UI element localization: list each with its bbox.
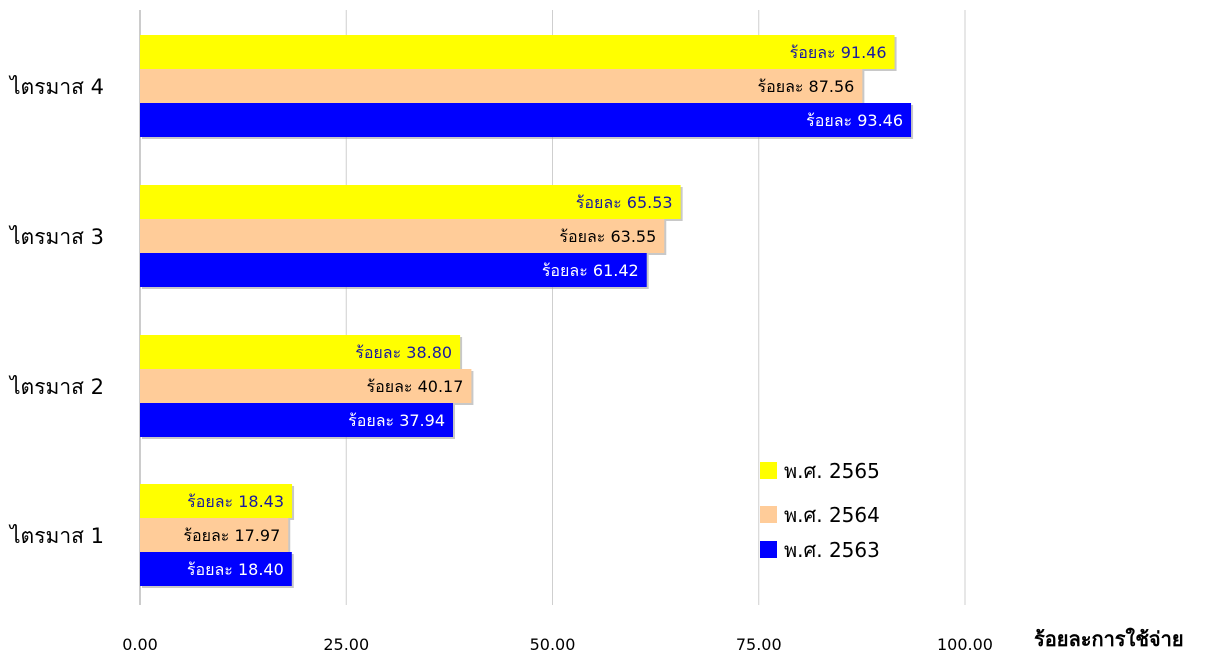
data-label: ร้อยละ 93.46 xyxy=(806,111,903,130)
data-label: ร้อยละ 65.53 xyxy=(576,193,673,212)
bar xyxy=(140,253,647,287)
bar xyxy=(140,369,472,403)
legend-label: พ.ศ. 2564 xyxy=(784,503,880,527)
x-tick-label: 25.00 xyxy=(323,635,369,654)
x-tick-label: 75.00 xyxy=(736,635,782,654)
category-label: ไตรมาส 4 xyxy=(8,75,104,99)
bar xyxy=(140,518,289,552)
data-label: ร้อยละ 17.97 xyxy=(183,526,280,545)
x-tick-labels: 0.00 25.00 50.00 75.00 100.00 xyxy=(122,635,993,654)
data-label: ร้อยละ 40.17 xyxy=(367,377,464,396)
bar xyxy=(140,552,292,586)
data-label: ร้อยละ 18.43 xyxy=(187,492,284,511)
category-labels: ไตรมาส 4 ไตรมาส 3 ไตรมาส 2 ไตรมาส 1 xyxy=(8,75,104,548)
bar xyxy=(140,69,863,103)
bars: ร้อยละ 91.46 ร้อยละ 87.56 ร้อยละ 93.46 ร้อย… xyxy=(140,35,914,588)
bar xyxy=(140,219,665,253)
bar xyxy=(140,484,293,518)
x-tick-label: 50.00 xyxy=(530,635,576,654)
category-label: ไตรมาส 1 xyxy=(8,524,104,548)
category-label: ไตรมาส 3 xyxy=(8,225,104,249)
bar xyxy=(140,335,461,369)
data-label: ร้อยละ 37.94 xyxy=(348,411,445,430)
x-axis-title: ร้อยละการใช้จ่าย xyxy=(1034,627,1184,651)
legend-swatch xyxy=(760,506,777,523)
legend-swatch xyxy=(760,541,777,558)
legend-swatch xyxy=(760,462,777,479)
data-label: ร้อยละ 87.56 xyxy=(757,77,854,96)
data-label: ร้อยละ 91.46 xyxy=(790,43,887,62)
legend-label: พ.ศ. 2563 xyxy=(784,538,880,562)
data-label: ร้อยละ 38.80 xyxy=(355,343,452,362)
data-label: ร้อยละ 18.40 xyxy=(187,560,284,579)
x-tick-label: 100.00 xyxy=(937,635,993,654)
bar xyxy=(140,103,912,137)
bar xyxy=(140,185,681,219)
x-tick-label: 0.00 xyxy=(122,635,158,654)
data-label: ร้อยละ 61.42 xyxy=(542,261,639,280)
bar xyxy=(140,35,895,69)
legend-label: พ.ศ. 2565 xyxy=(784,459,880,483)
legend: พ.ศ. 2565 พ.ศ. 2564 พ.ศ. 2563 xyxy=(760,459,880,562)
category-label: ไตรมาส 2 xyxy=(8,375,104,399)
bar xyxy=(140,403,454,437)
data-label: ร้อยละ 63.55 xyxy=(559,227,656,246)
